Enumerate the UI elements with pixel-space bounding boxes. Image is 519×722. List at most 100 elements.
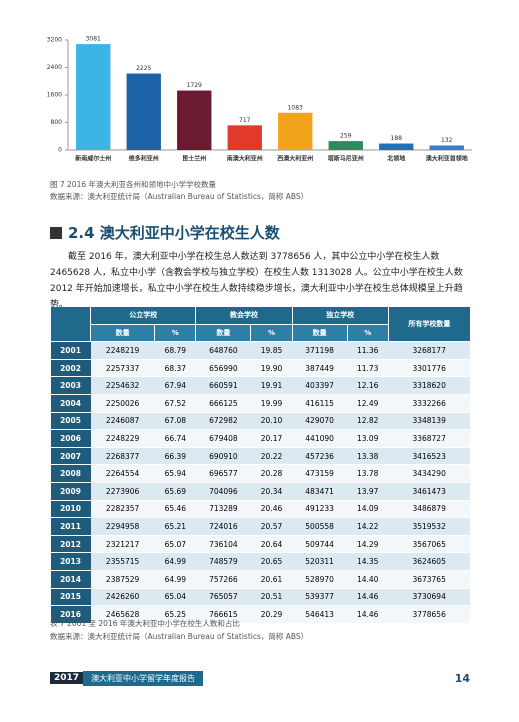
value-cell: 12.49 — [347, 394, 389, 413]
year-cell: 2001 — [50, 341, 91, 360]
value-cell: 403397 — [292, 376, 348, 395]
sub-header: % — [154, 324, 196, 343]
value-cell: 68.79 — [154, 341, 196, 360]
value-cell: 2254632 — [90, 376, 155, 395]
table-row: 2003 2254632 67.94 660591 19.91 403397 12.16 33… — [50, 376, 470, 395]
year-cell: 2011 — [50, 517, 91, 536]
sub-header: % — [346, 324, 389, 343]
year-cell: 2016 — [50, 605, 91, 624]
value-cell: 2294958 — [90, 517, 155, 536]
data-table: 公立学校 教会学校 独立学校 所有学校数量 数量% 数量% 数量% 2001 2248219 68… — [49, 307, 471, 624]
table-source: 数据来源：澳大利亚统计局（Australian Bureau of Statis… — [50, 632, 309, 641]
bar — [429, 145, 464, 150]
value-cell: 528970 — [292, 570, 348, 589]
x-tick-label: 新南威尔士州 — [75, 155, 111, 163]
table-row: 2015 2426260 65.04 765057 20.51 539377 14.46 37… — [50, 588, 470, 607]
value-cell: 509744 — [292, 535, 348, 554]
value-cell: 766615 — [195, 605, 251, 624]
value-cell: 65.94 — [154, 464, 196, 483]
year-cell: 2004 — [50, 394, 91, 413]
subheader-row: 数量% 数量% 数量% — [51, 324, 471, 343]
value-cell: 3368727 — [388, 429, 470, 448]
value-cell: 724016 — [195, 517, 251, 536]
value-cell: 748579 — [195, 552, 251, 571]
sub-header: 数量 — [291, 324, 348, 343]
year-cell: 2003 — [50, 376, 91, 395]
value-cell: 12.16 — [347, 376, 389, 395]
value-cell: 660591 — [195, 376, 251, 395]
table-row: 2007 2268377 66.39 690910 20.22 457236 13.38 34… — [50, 447, 470, 466]
bar-chart: 0 800 1600 2400 3200 新南威尔士州 3081 维多利亚州 2225 昆士兰州 1… — [47, 36, 472, 163]
value-cell: 19.91 — [250, 376, 293, 395]
corner-cell — [49, 307, 91, 343]
value-cell: 3416523 — [388, 447, 470, 466]
x-tick-label: 澳大利亚首领地 — [426, 155, 468, 163]
value-cell: 11.73 — [347, 359, 389, 378]
value-cell: 3778656 — [388, 605, 470, 624]
value-cell: 14.22 — [347, 517, 389, 536]
value-cell: 3461473 — [388, 482, 470, 501]
table-row: 2001 2248219 68.79 648760 19.85 371198 11.36 32… — [50, 341, 470, 360]
sub-header: % — [250, 324, 293, 343]
bar — [379, 143, 414, 150]
value-cell: 19.90 — [250, 359, 293, 378]
value-cell: 64.99 — [154, 552, 196, 571]
value-cell: 67.94 — [154, 376, 196, 395]
value-cell: 520311 — [292, 552, 348, 571]
value-cell: 457236 — [292, 447, 348, 466]
data-label: 717 — [239, 117, 251, 124]
value-cell: 757266 — [195, 570, 251, 589]
footer-title: 澳大利亚中小学留学年度报告 — [83, 670, 204, 686]
y-tick-label: 1600 — [47, 92, 62, 99]
value-cell: 656990 — [195, 359, 251, 378]
footer-year: 2017 — [50, 672, 84, 684]
value-cell: 3318620 — [388, 376, 470, 395]
bar — [278, 112, 313, 150]
year-cell: 2012 — [50, 535, 91, 554]
year-cell: 2015 — [50, 588, 91, 607]
value-cell: 13.38 — [347, 447, 389, 466]
value-cell: 736104 — [195, 535, 251, 554]
value-cell: 696577 — [195, 464, 251, 483]
value-cell: 3567065 — [388, 535, 470, 554]
table-row: 2014 2387529 64.99 757266 20.61 528970 14.40 36… — [50, 570, 470, 589]
value-cell: 2250026 — [90, 394, 155, 413]
value-cell: 19.99 — [250, 394, 293, 413]
value-cell: 2465628 — [90, 605, 155, 624]
table-row: 2010 2282357 65.46 713289 20.46 491233 14.09 34… — [50, 500, 470, 519]
value-cell: 19.85 — [250, 341, 293, 360]
table-row: 2008 2264554 65.94 696577 20.28 473159 13.78 34… — [50, 464, 470, 483]
value-cell: 67.52 — [154, 394, 196, 413]
table-row: 2016 2465628 65.25 766615 20.29 546413 14.46 37… — [50, 605, 470, 624]
value-cell: 3301776 — [388, 359, 470, 378]
value-cell: 20.65 — [250, 552, 293, 571]
value-cell: 68.37 — [154, 359, 196, 378]
y-tick-label: 3200 — [47, 37, 62, 44]
value-cell: 20.17 — [250, 429, 293, 448]
footer: 2017 澳大利亚中小学留学年度报告 14 — [50, 670, 470, 686]
page-number: 14 — [454, 671, 470, 685]
value-cell: 67.08 — [154, 412, 196, 431]
data-label: 1729 — [187, 82, 202, 89]
bar — [177, 90, 212, 150]
value-cell: 491233 — [292, 500, 348, 519]
year-cell: 2007 — [50, 447, 91, 466]
value-cell: 2273906 — [90, 482, 155, 501]
value-cell: 14.46 — [347, 588, 389, 607]
value-cell: 20.51 — [250, 588, 293, 607]
group-header: 公立学校 — [90, 307, 196, 325]
value-cell: 441090 — [292, 429, 348, 448]
value-cell: 2426260 — [90, 588, 155, 607]
paragraph: 截至 2016 年，澳大利亚中小学在校生总人数达到 3778656 人，其中公立… — [50, 252, 463, 310]
year-cell: 2002 — [50, 359, 91, 378]
value-cell: 20.34 — [250, 482, 293, 501]
group-header: 教会学校 — [195, 307, 293, 325]
value-cell: 13.97 — [347, 482, 389, 501]
value-cell: 14.46 — [347, 605, 389, 624]
value-cell: 713289 — [195, 500, 251, 519]
section-heading: 2.4 澳大利亚中小学在校生人数 — [50, 222, 280, 243]
value-cell: 3486879 — [388, 500, 470, 519]
bar — [227, 125, 262, 150]
value-cell: 2355715 — [90, 552, 155, 571]
value-cell: 20.28 — [250, 464, 293, 483]
